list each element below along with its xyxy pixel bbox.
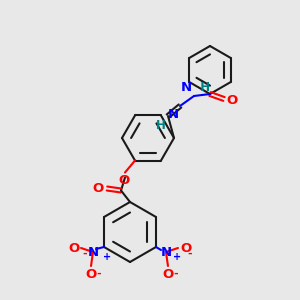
Text: N: N	[181, 81, 192, 94]
Text: O: O	[69, 242, 80, 254]
Text: O: O	[180, 242, 191, 254]
Text: H: H	[156, 119, 166, 132]
Text: -: -	[173, 269, 178, 279]
Text: N: N	[160, 245, 172, 259]
Text: +: +	[173, 252, 181, 262]
Text: -: -	[96, 269, 100, 279]
Text: H: H	[192, 81, 210, 94]
Text: O: O	[93, 182, 104, 195]
Text: -: -	[82, 249, 87, 259]
Text: O: O	[85, 268, 97, 281]
Text: O: O	[118, 173, 130, 187]
Text: N: N	[88, 245, 99, 259]
Text: N: N	[168, 108, 179, 121]
Text: +: +	[103, 252, 111, 262]
Text: -: -	[187, 249, 192, 259]
Text: O: O	[162, 268, 174, 281]
Text: O: O	[226, 94, 237, 107]
